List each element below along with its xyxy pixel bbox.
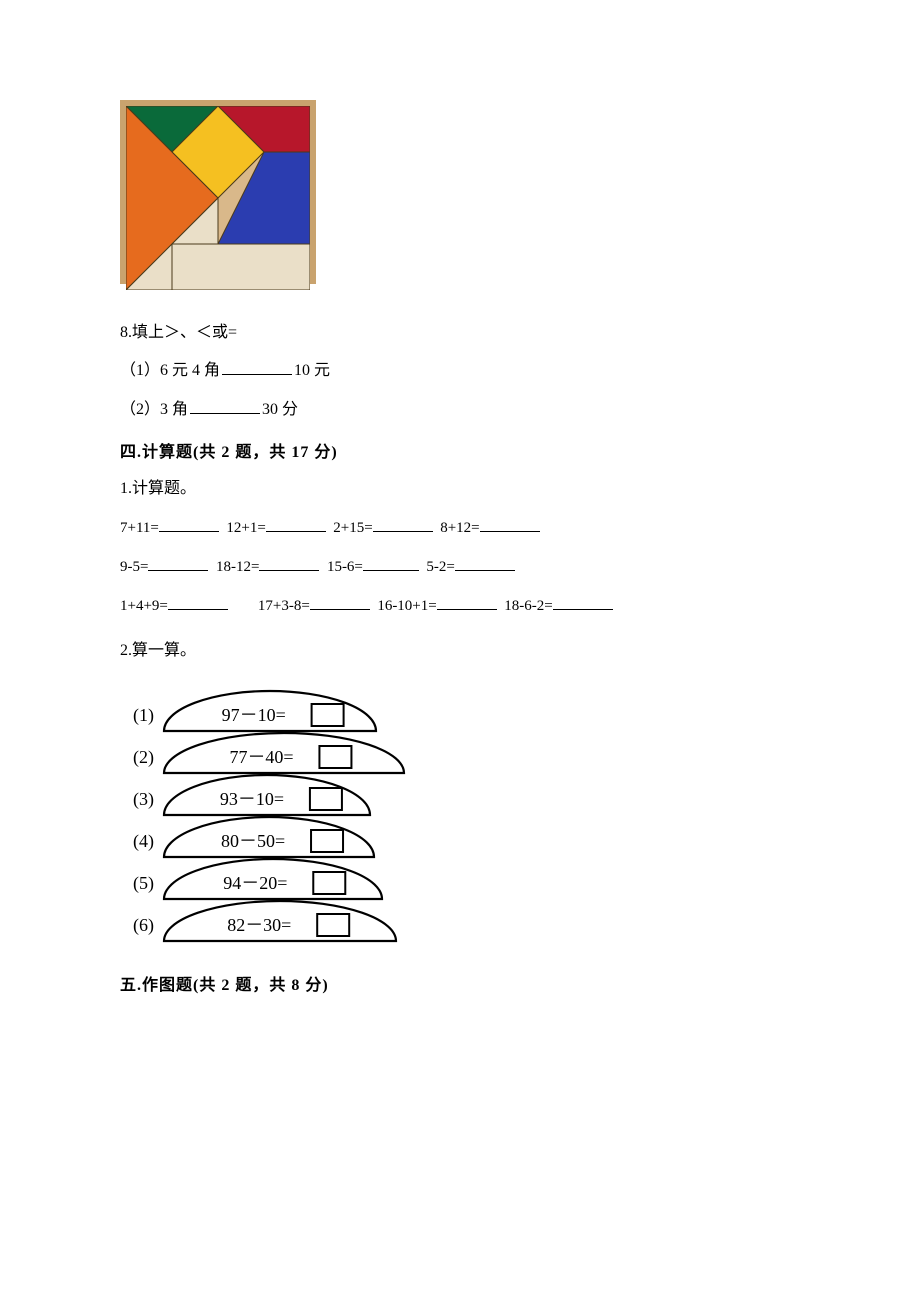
section4-title: 四.计算题(共 2 题，共 17 分) [120,435,800,470]
q8-prefix: （2）3 角 [120,401,188,418]
calc-blank[interactable] [168,596,228,610]
tangram-piece [172,244,310,290]
q8-line: （1）6 元 4 角 10 元 [120,352,800,390]
calc-blank[interactable] [373,518,433,532]
arc-number: (5) [120,873,160,902]
arc-svg: 80－50= [160,814,378,860]
arc-number: (2) [120,747,160,776]
arc-svg: 94－20= [160,856,386,902]
calc-blank[interactable] [480,518,540,532]
answer-box[interactable] [311,830,343,852]
arc-row: (6) 82－30= [120,898,800,944]
calc-blank[interactable] [266,518,326,532]
answer-box[interactable] [312,704,344,726]
arc-expr: 82－30= [227,915,291,935]
arc-expr: 93－10= [220,789,284,809]
calc-expr: 2+15= [333,520,372,536]
answer-box[interactable] [313,872,345,894]
calc-blank[interactable] [437,596,497,610]
calc-blank[interactable] [553,596,613,610]
calc-blank[interactable] [159,518,219,532]
answer-box[interactable] [319,746,351,768]
calc-blank[interactable] [259,557,319,571]
calc-expr: 16-10+1= [377,598,436,614]
calc-row: 9-5= 18-12= 15-6= 5-2= [120,548,800,587]
calc-expr: 17+3-8= [258,598,310,614]
arc-svg: 97－10= [160,688,380,734]
arc-number: (3) [120,789,160,818]
calc-blank[interactable] [455,557,515,571]
answer-box[interactable] [317,914,349,936]
answer-box[interactable] [310,788,342,810]
arc-expr: 77－40= [229,747,293,767]
q8-line: （2）3 角 30 分 [120,391,800,429]
tangram-svg [126,106,310,290]
tangram-figure [120,100,800,284]
q8-prefix: （1）6 元 4 角 [120,362,220,379]
tangram-box [120,100,316,284]
calc-blank[interactable] [148,557,208,571]
section5-title: 五.作图题(共 2 题，共 8 分) [120,968,800,1003]
calc-expr: 15-6= [327,559,363,575]
calc-expr: 18-6-2= [504,598,552,614]
arc-row: (3) 93－10= [120,772,800,818]
calc-expr: 7+11= [120,520,159,536]
q8-suffix: 10 元 [294,362,330,379]
calc-expr: 12+1= [226,520,265,536]
arc-expr: 97－10= [222,705,286,725]
calc-rows: 7+11= 12+1= 2+15= 8+12=9-5= 18-12= 15-6=… [120,509,800,626]
arc-row: (4) 80－50= [120,814,800,860]
arc-expr: 94－20= [223,873,287,893]
calc-expr: 1+4+9= [120,598,168,614]
arc-svg: 77－40= [160,730,408,776]
arc-number: (6) [120,915,160,944]
calc-row: 7+11= 12+1= 2+15= 8+12= [120,509,800,548]
arc-number: (4) [120,831,160,860]
calc-expr: 5-2= [426,559,454,575]
arc-row: (1) 97－10= [120,688,800,734]
arc-number: (1) [120,705,160,734]
calc-row: 1+4+9= 17+3-8= 16-10+1= 18-6-2= [120,587,800,626]
arc-problems: (1) 97－10= (2) 77－40= (3) 93－10= (4) 80－50= (5) 9… [120,688,800,944]
arc-row: (2) 77－40= [120,730,800,776]
section4-q2-title: 2.算一算。 [120,632,800,670]
q8-lines: （1）6 元 4 角 10 元 （2）3 角 30 分 [120,352,800,429]
section4-q1-title: 1.计算题。 [120,470,800,508]
fill-blank[interactable] [190,398,260,414]
calc-expr: 8+12= [440,520,479,536]
arc-svg: 82－30= [160,898,400,944]
arc-expr: 80－50= [221,831,285,851]
fill-blank[interactable] [222,359,292,375]
arc-svg: 93－10= [160,772,374,818]
q8-suffix: 30 分 [262,401,298,418]
calc-blank[interactable] [363,557,419,571]
calc-expr: 18-12= [216,559,259,575]
calc-blank[interactable] [310,596,370,610]
arc-row: (5) 94－20= [120,856,800,902]
q8-title: 8.填上＞、＜或= [120,314,800,352]
calc-expr: 9-5= [120,559,148,575]
